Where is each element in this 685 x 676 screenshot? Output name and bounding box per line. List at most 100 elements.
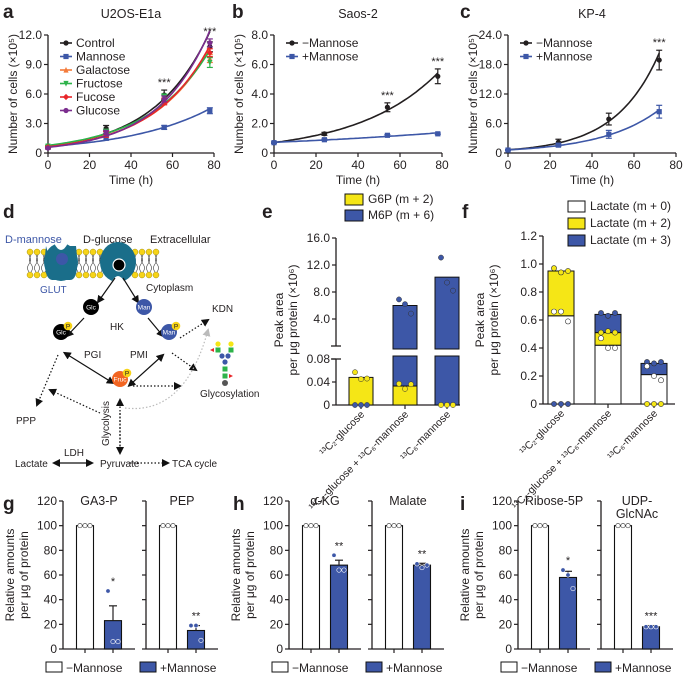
- subplot-title: PEP: [169, 494, 194, 508]
- bar-plus-mannose: [103, 620, 123, 650]
- glycan-unit: [219, 353, 225, 359]
- y-tick-label: 100: [263, 519, 283, 533]
- significance-stars: *: [111, 576, 116, 588]
- glycan-unit: [222, 359, 228, 365]
- series-mannose: [271, 131, 441, 146]
- panel-letter-b: b: [232, 2, 244, 23]
- y-axis-label: per μg of protein: [243, 531, 257, 619]
- data-point: [643, 624, 649, 630]
- data-point-m6p: [396, 296, 402, 303]
- legend-label: Galactose: [76, 63, 130, 77]
- chart-title: Saos-2: [338, 7, 378, 21]
- x-tick-label: 80: [207, 158, 221, 172]
- phosphate-label: P: [66, 324, 70, 331]
- y-tick-label: 20: [44, 617, 58, 631]
- data-point: [188, 623, 194, 629]
- lipid-tail: [34, 254, 40, 273]
- bar-g6p: [348, 376, 374, 406]
- data-point: [651, 373, 657, 379]
- significance-stars: ***: [381, 90, 395, 102]
- phosphate-icon: [122, 368, 132, 378]
- data-point: [615, 523, 621, 529]
- bar-m6p-lower: [434, 355, 460, 406]
- legend-label: Mannose: [76, 50, 126, 64]
- y-tick-label: 80: [270, 543, 284, 557]
- data-point: [620, 523, 626, 529]
- arrow-to-glc: [96, 277, 116, 304]
- subplot-title: Malate: [389, 494, 427, 508]
- y-tick-label: 4.0: [251, 87, 268, 101]
- y-tick-label: 0: [505, 642, 512, 656]
- lipid-head: [138, 271, 146, 279]
- arrow-glycolysis-ppp: [48, 388, 101, 414]
- legend-swatch: [45, 661, 63, 673]
- label-glycosylation: Glycosylation: [200, 389, 259, 400]
- data-point: [555, 142, 561, 148]
- y-tick-label: 80: [44, 543, 58, 557]
- significance-stars: ***: [158, 77, 172, 89]
- data-point: [161, 124, 167, 131]
- legend-swatch: [365, 661, 383, 673]
- lipid-tail: [153, 254, 159, 273]
- data-point: [625, 523, 631, 529]
- panel-letter-a: a: [3, 2, 14, 23]
- significance-stars: **: [335, 540, 344, 552]
- panel-letter-f: f: [462, 202, 469, 223]
- bar-segment: [640, 374, 668, 405]
- y-axis-label: per μg of protein: [472, 531, 486, 619]
- data-point: [658, 401, 664, 407]
- glycan-anchor: [222, 380, 228, 386]
- data-point: [165, 523, 171, 529]
- glucose-molecule: [112, 258, 126, 272]
- label-ldh: LDH: [64, 448, 84, 459]
- y-tick-label: 80: [499, 543, 513, 557]
- data-point-m6p: [408, 310, 414, 317]
- data-point: [193, 623, 199, 629]
- legend-label: M6P (m + 6): [368, 208, 434, 222]
- lipid-tail: [146, 254, 152, 273]
- arrow-to-man: [122, 277, 140, 304]
- x-tick-label: 0: [505, 158, 512, 172]
- data-point: [313, 523, 319, 529]
- arrow-pmi: [127, 353, 165, 388]
- data-point: [321, 131, 327, 137]
- significance-stars: ***: [645, 611, 659, 623]
- glycan-unit: [215, 341, 221, 347]
- bar-m6p: [434, 276, 460, 350]
- label-pmi: PMI: [130, 350, 148, 361]
- lipid-head: [33, 248, 41, 256]
- data-point: [321, 137, 327, 143]
- data-point: [45, 145, 51, 151]
- phosphate-label: P: [174, 324, 178, 331]
- x-axis-label: Time (h): [336, 173, 380, 187]
- lipid-head: [89, 271, 97, 279]
- panel-letter-d: d: [3, 202, 15, 223]
- subplot-ribose5p: 0 20 40 60 80 100 120 Ribose-5P *: [492, 494, 590, 656]
- lipid-head: [152, 248, 160, 256]
- data-point: [170, 523, 176, 529]
- glycan-fucose: [210, 348, 214, 352]
- label-pyruvate: Pyruvate: [100, 459, 140, 470]
- y-tick-label: 0: [35, 146, 42, 160]
- data-point: [558, 401, 564, 407]
- label-glut: GLUT: [40, 285, 67, 296]
- y-axis-label: Number of cells (×10⁵): [232, 34, 246, 154]
- y-tick-label: 0.2: [520, 369, 537, 383]
- significance-stars: ***: [203, 26, 217, 38]
- panel-letter-g: g: [3, 494, 15, 515]
- data-point: [391, 523, 397, 529]
- fit-curve: [47, 31, 211, 147]
- data-point: [653, 624, 659, 630]
- bar-minus-mannose: [75, 525, 95, 650]
- lipid-head: [82, 271, 90, 279]
- y-tick-label: 2.0: [251, 117, 268, 131]
- data-point: [606, 131, 612, 137]
- data-point-g6p: [396, 380, 402, 387]
- y-tick-label: 0: [276, 642, 283, 656]
- lipid-tail: [83, 254, 89, 273]
- data-point: [207, 108, 213, 114]
- label-cytoplasm: Cytoplasm: [146, 283, 193, 294]
- legend-swatch: [567, 217, 586, 230]
- data-point: [160, 523, 166, 529]
- legend-marker: [62, 93, 70, 101]
